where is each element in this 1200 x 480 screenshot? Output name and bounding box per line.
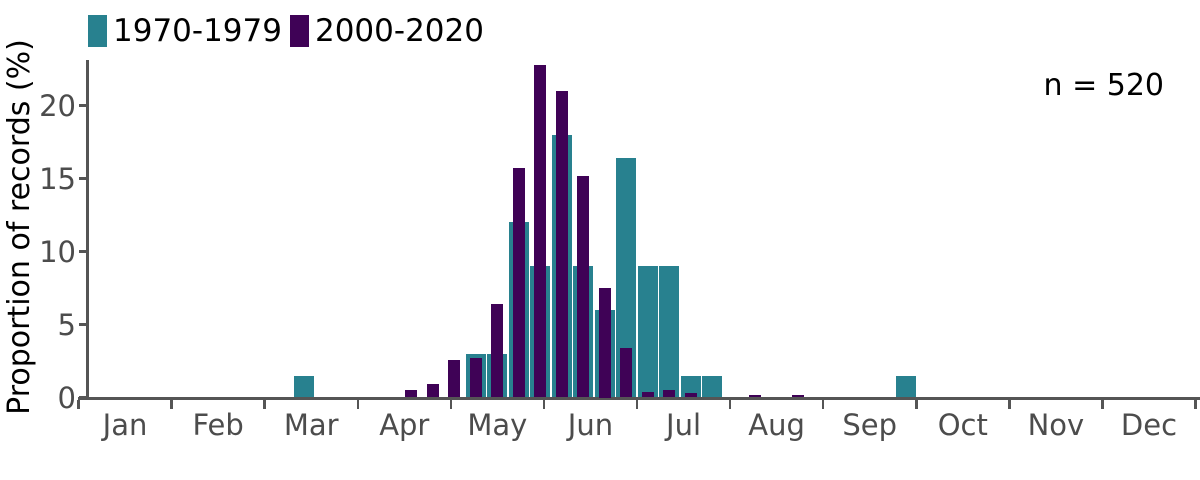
bar-2000-2020-week-32	[749, 394, 762, 398]
bar-2000-2020-week-18	[448, 359, 461, 398]
legend-swatch-2000-2020	[289, 15, 309, 47]
x-tick-mark	[1194, 400, 1197, 409]
legend-swatch-1970-1979	[88, 15, 107, 47]
x-tick-mark	[77, 400, 80, 409]
bar-2000-2020-week-21	[512, 168, 525, 398]
bar-2000-2020-week-19	[469, 358, 482, 398]
bar-1970-1979-week-11	[294, 375, 315, 398]
x-tick-mark	[1101, 400, 1104, 409]
y-tick-label: 20	[39, 88, 76, 123]
x-tick-label-jul: Jul	[666, 408, 702, 442]
bar-2000-2020-week-23	[555, 90, 568, 398]
legend-label-1970-1979: 1970-1979	[113, 13, 282, 49]
x-tick-label-aug: Aug	[748, 408, 805, 442]
x-tick-label-nov: Nov	[1027, 408, 1085, 442]
bar-2000-2020-week-34	[792, 394, 805, 398]
y-axis-title: Proportion of records (%)	[2, 39, 37, 415]
bar-1970-1979-week-28	[659, 266, 680, 398]
bar-2000-2020-week-28	[663, 390, 676, 398]
x-axis-line	[78, 397, 1200, 400]
y-tick-label: 10	[39, 234, 76, 269]
x-tick-mark	[821, 400, 825, 409]
y-tick-mark	[79, 104, 87, 107]
y-axis-line	[86, 60, 89, 400]
x-tick-mark	[1008, 400, 1011, 409]
x-tick-mark	[170, 400, 173, 409]
x-tick-label-oct: Oct	[937, 408, 988, 442]
x-tick-label-feb: Feb	[192, 408, 244, 442]
bar-2000-2020-week-29	[684, 393, 697, 398]
y-tick-label: 15	[39, 161, 76, 196]
x-tick-label-apr: Apr	[379, 408, 430, 442]
x-tick-label-jun: Jun	[567, 408, 614, 442]
x-tick-mark	[449, 400, 453, 409]
bar-2000-2020-week-25	[598, 288, 611, 398]
bar-1970-1979-week-30	[702, 375, 723, 398]
x-tick-mark	[915, 400, 918, 409]
bar-2000-2020-week-17	[426, 384, 439, 398]
legend-label-2000-2020: 2000-2020	[314, 13, 484, 49]
x-tick-mark	[263, 400, 266, 409]
bar-2000-2020-week-22	[534, 64, 547, 398]
sample-size-annotation: n = 520	[1043, 68, 1164, 103]
x-tick-mark	[356, 400, 359, 409]
x-tick-label-mar: Mar	[283, 408, 339, 442]
bar-1970-1979-week-26	[616, 158, 637, 398]
y-tick-mark	[79, 177, 87, 180]
bar-1970-1979-week-27	[637, 266, 658, 398]
bar-2000-2020-week-24	[577, 175, 590, 398]
y-tick-mark	[79, 396, 87, 399]
x-tick-label-sep: Sep	[842, 408, 898, 442]
bar-1970-1979-week-39	[895, 375, 916, 398]
bar-2000-2020-week-16	[405, 390, 418, 398]
x-tick-label-may: May	[467, 408, 528, 442]
x-tick-label-jan: Jan	[102, 408, 148, 442]
x-tick-mark	[728, 400, 732, 409]
bar-1970-1979-week-29	[680, 375, 701, 398]
y-tick-label: 0	[57, 380, 76, 415]
bar-2000-2020-week-20	[491, 304, 504, 398]
bar-2000-2020-week-26	[620, 347, 633, 398]
x-tick-label-dec: Dec	[1120, 408, 1178, 442]
x-tick-mark	[635, 400, 639, 409]
y-tick-mark	[79, 250, 87, 253]
y-tick-label: 5	[57, 307, 76, 342]
x-tick-mark	[542, 400, 546, 409]
y-tick-mark	[79, 323, 87, 326]
bar-2000-2020-week-27	[641, 391, 654, 398]
chart-legend: 1970-1979 2000-2020	[88, 13, 492, 49]
